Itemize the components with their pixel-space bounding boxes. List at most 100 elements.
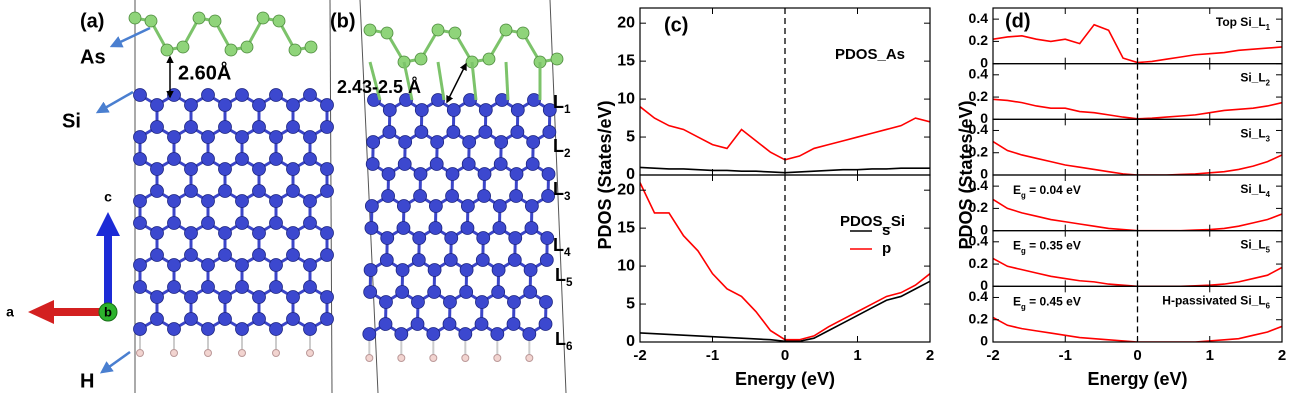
si-atom	[523, 285, 538, 299]
text-part: L	[553, 92, 564, 112]
as-atom	[431, 23, 445, 37]
si-atom	[252, 184, 266, 198]
si-atom	[150, 120, 164, 134]
si-atom	[445, 167, 460, 181]
text-part: L	[555, 265, 566, 285]
si-atom	[269, 88, 283, 102]
subscript: 2	[564, 147, 571, 160]
distance-arrow	[446, 62, 467, 104]
y-tick-label: 5	[626, 295, 635, 312]
y-tick-label: 0.2	[969, 88, 989, 104]
si-atom	[286, 120, 300, 134]
si-atom	[474, 317, 489, 331]
si-atom	[201, 88, 215, 102]
gap-label: Eg = 0.04 eV	[1013, 183, 1081, 199]
axis-label: a	[6, 304, 14, 320]
si-atom	[252, 120, 266, 134]
si-atom	[395, 263, 410, 277]
subscript: 1	[564, 103, 571, 116]
x-axis-label: Energy (eV)	[735, 369, 835, 389]
si-atom	[252, 162, 266, 176]
x-tick-label: -2	[986, 347, 999, 364]
as-atom	[272, 14, 286, 28]
y-tick-label: 0.2	[969, 255, 989, 271]
si-atom	[475, 295, 489, 309]
si-atom	[427, 263, 442, 277]
subscript: 4	[564, 246, 571, 259]
axis-head	[96, 212, 120, 236]
si-atom	[167, 194, 181, 208]
si-atom	[201, 194, 215, 208]
layer-label: L6	[555, 329, 573, 353]
layer-label: L3	[553, 179, 571, 203]
axis-head	[28, 300, 54, 324]
cell-edge	[549, 0, 567, 393]
legend-label: p	[882, 240, 891, 257]
si-atom	[218, 162, 232, 176]
si-atom	[379, 253, 394, 267]
atom-label: H	[80, 370, 94, 392]
si-atom	[218, 98, 232, 112]
as-atom	[482, 52, 496, 66]
as-atom	[288, 43, 302, 57]
si-atom	[443, 295, 457, 309]
si-atom	[235, 194, 249, 208]
y-tick-label: 10	[617, 90, 635, 107]
h-atom	[170, 349, 178, 357]
si-atom	[540, 231, 555, 245]
si-atom	[303, 88, 317, 102]
y-tick-label: 0.2	[969, 32, 989, 48]
si-atom	[522, 327, 537, 341]
pdos-line	[993, 198, 1282, 231]
si-atom	[235, 152, 249, 166]
si-atom	[235, 280, 249, 294]
si-atom	[286, 98, 300, 112]
x-tick-label: 0	[781, 347, 789, 364]
h-atom	[238, 349, 246, 357]
text-part: Si_L	[1240, 127, 1265, 141]
si-atom	[510, 125, 525, 139]
y-tick-label: 0.2	[969, 143, 989, 159]
x-tick-label: -2	[633, 347, 646, 364]
si-atom	[430, 135, 445, 149]
y-tick-label: 0.2	[969, 310, 989, 326]
si-atom	[379, 295, 393, 309]
layer-label: L5	[555, 265, 573, 289]
si-atom	[184, 312, 198, 326]
subplot: 0 0.2 0.4 Top Si_L1	[969, 7, 1283, 70]
si-atom	[320, 162, 334, 176]
h-atom	[136, 349, 144, 357]
si-atom	[426, 327, 441, 341]
si-atom	[459, 263, 474, 277]
subscript: g	[1021, 302, 1026, 311]
si-atom	[133, 152, 147, 166]
as-atom	[144, 14, 158, 28]
panel-label: (d)	[1005, 10, 1031, 32]
a-as	[128, 11, 318, 57]
y-tick-label: 10	[617, 257, 635, 274]
si-atom	[442, 317, 457, 331]
si-atom	[366, 135, 381, 149]
axis-label: c	[104, 189, 112, 205]
si-atom	[201, 216, 215, 230]
si-atom	[538, 317, 553, 331]
si-atom	[184, 248, 198, 262]
y-tick-label: 20	[617, 181, 635, 198]
text-part: L	[553, 179, 564, 199]
si-atom	[201, 322, 215, 336]
si-atom	[150, 290, 164, 304]
si-atom	[492, 221, 507, 235]
a-slab	[133, 88, 334, 357]
as-si-bond	[368, 61, 382, 101]
y-tick-label: 0	[980, 277, 988, 293]
si-atom	[269, 194, 283, 208]
si-atom	[167, 280, 181, 294]
si-atom	[235, 258, 249, 272]
si-atom	[494, 135, 509, 149]
y-tick-label: 15	[617, 52, 635, 69]
si-atom	[150, 226, 164, 240]
si-atom	[443, 253, 458, 267]
si-atom	[150, 184, 164, 198]
